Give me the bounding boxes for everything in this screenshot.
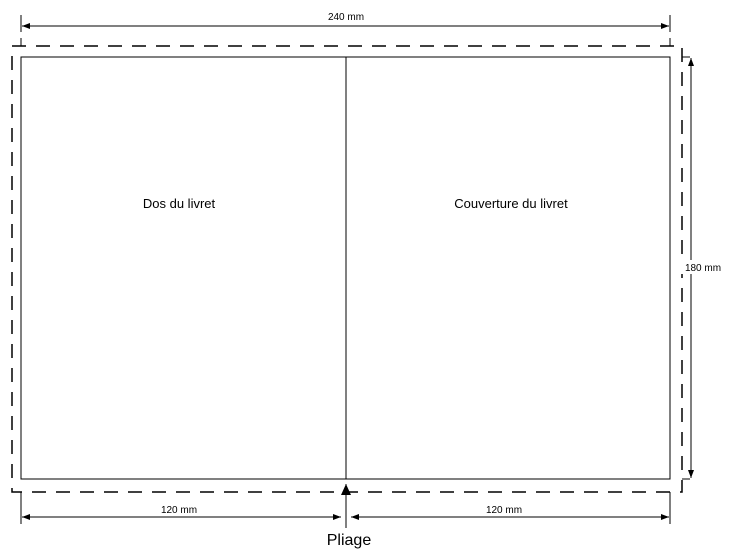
right-width-label: 120 mm — [486, 505, 522, 516]
back-cover-label: Dos du livret — [143, 196, 216, 211]
fold-indicator: Pliage — [327, 484, 372, 549]
left-width-label: 120 mm — [161, 505, 197, 516]
fold-arrow-icon — [341, 484, 351, 495]
crop-marks — [20, 38, 690, 500]
height-label: 180 mm — [685, 263, 721, 274]
total-width-dimension: 240 mm — [20, 10, 671, 32]
bottom-dimensions: 120 mm 120 mm — [20, 500, 671, 524]
total-width-label: 240 mm — [328, 12, 364, 23]
front-cover-label: Couverture du livret — [454, 196, 568, 211]
bleed-outline — [11, 45, 683, 493]
fold-label: Pliage — [327, 532, 372, 549]
height-dimension: 180 mm — [674, 58, 731, 478]
